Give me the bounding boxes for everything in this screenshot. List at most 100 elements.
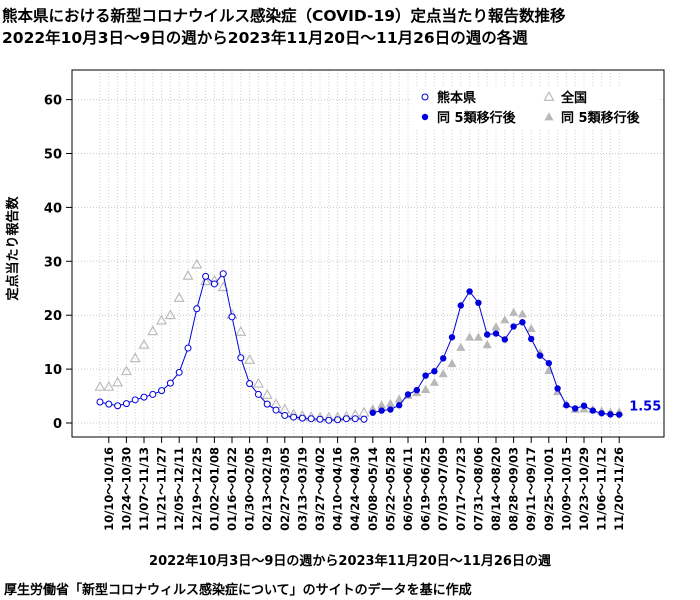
x-tick-label: 04/24～04/30 xyxy=(348,447,362,531)
x-tick-label: 02/27～03/05 xyxy=(278,447,292,531)
national-pre-point xyxy=(103,380,115,391)
kumamoto-pre-point xyxy=(334,416,342,424)
x-tick-label: 02/13～02/19 xyxy=(260,447,274,531)
national-pre-point xyxy=(235,325,247,336)
kumamoto-post-point xyxy=(369,409,376,416)
x-tick-label: 12/05～12/11 xyxy=(172,447,186,531)
national-pre-point xyxy=(94,380,106,391)
kumamoto-post-point xyxy=(607,411,614,418)
kumamoto-pre-point xyxy=(254,390,262,398)
kumamoto-post-point xyxy=(528,335,535,343)
x-tick-label: 08/28～09/03 xyxy=(507,447,521,531)
kumamoto-pre-point xyxy=(166,379,174,387)
legend: 熊本県 全国同 5類移行後 同 5類移行後 xyxy=(410,86,660,128)
kumamoto-pre-point xyxy=(263,400,271,408)
kumamoto-post-point xyxy=(457,302,464,309)
national-pre-point xyxy=(138,338,150,349)
kumamoto-pre-point xyxy=(290,413,298,421)
national-post-point xyxy=(456,342,466,351)
kumamoto-pre-point xyxy=(237,354,245,362)
kumamoto-pre-point xyxy=(202,272,210,280)
kumamoto-pre-point xyxy=(114,402,122,410)
kumamoto-post-point xyxy=(580,402,588,409)
kumamoto-pre-point xyxy=(272,406,280,414)
x-tick-label: 01/30～02/05 xyxy=(243,447,257,531)
national-pre-point xyxy=(156,314,168,325)
kumamoto-pre-point xyxy=(175,368,183,376)
y-tick-label: 60 xyxy=(44,94,62,109)
kumamoto-post-point xyxy=(387,406,394,413)
legend-box xyxy=(410,86,660,128)
national-pre-point xyxy=(200,275,212,286)
national-pre-point xyxy=(164,309,176,320)
x-tick-label: 03/13～03/19 xyxy=(295,447,309,531)
chart-subtitle: 2022年10月3日～9日の週から2023年11月20日～11月26日の週の各週 xyxy=(2,29,528,47)
y-tick-label: 30 xyxy=(44,255,62,270)
kumamoto-post-point xyxy=(404,391,412,398)
national-post-point xyxy=(368,404,378,413)
x-tick-label: 12/19～12/25 xyxy=(190,447,204,531)
kumamoto-post-point xyxy=(440,355,447,362)
x-tick-label: 07/03～07/09 xyxy=(436,447,450,531)
kumamoto-pre-point xyxy=(228,313,236,321)
kumamoto-pre-point xyxy=(351,415,359,423)
national-post-point xyxy=(473,332,483,341)
x-tick-label: 09/11～09/17 xyxy=(524,447,538,531)
national-pre-point xyxy=(191,258,203,269)
legend-kumamoto-post-marker xyxy=(421,113,429,121)
national-post-point xyxy=(500,315,510,324)
x-tick-label: 10/09～10/15 xyxy=(559,447,573,531)
national-post-point xyxy=(526,323,536,333)
national-post-point xyxy=(429,377,439,386)
x-tick-label: 11/06～11/12 xyxy=(595,447,609,531)
kumamoto-pre-point xyxy=(184,344,192,352)
x-tick-label: 04/10～04/16 xyxy=(331,447,345,531)
legend-kumamoto-label: 熊本県 xyxy=(437,90,476,106)
x-tick-label: 10/24～10/30 xyxy=(119,447,133,531)
grid xyxy=(72,70,664,437)
kumamoto-post-point xyxy=(501,336,508,343)
x-tick-label: 01/02～01/08 xyxy=(207,447,221,531)
national-post-point xyxy=(509,307,519,316)
kumamoto-post-point xyxy=(378,407,385,414)
kumamoto-pre-point xyxy=(158,387,166,395)
x-tick-label: 07/17～07/23 xyxy=(454,447,468,531)
axes: 0 10 20 30 40 50 60 10/10～10/16 10/24～10/30 11/07… xyxy=(44,94,626,531)
national-post-point xyxy=(465,332,475,341)
kumamoto-pre-point xyxy=(281,411,289,419)
x-tick-label: 06/19～06/25 xyxy=(419,447,433,531)
kumamoto-post-point xyxy=(396,402,403,409)
national-pre-point xyxy=(147,325,159,336)
x-tick-label: 08/14～08/20 xyxy=(489,447,503,531)
legend-national-post-label: 同 5類移行後 xyxy=(561,110,641,126)
x-tick-label: 11/21～11/27 xyxy=(155,447,169,531)
x-tick-label: 11/20～11/26 xyxy=(612,447,626,531)
kumamoto-pre-point xyxy=(193,305,201,313)
kumamoto-pre-point xyxy=(307,415,315,423)
kumamoto-post-point xyxy=(475,299,482,307)
kumamoto-post-point xyxy=(492,330,500,337)
chart-title: 熊本県における新型コロナウイルス感染症（COVID-19）定点当たり報告数推移 xyxy=(2,7,566,25)
kumamoto-pre-point xyxy=(105,400,113,408)
y-tick-label: 10 xyxy=(44,363,62,378)
kumamoto-pre-point xyxy=(140,393,148,401)
national-post-point xyxy=(438,369,448,378)
x-tick-label: 10/10～10/16 xyxy=(102,447,116,531)
kumamoto-pre-point xyxy=(219,270,227,278)
kumamoto-post-point xyxy=(510,323,517,330)
kumamoto-post-point xyxy=(598,410,605,417)
x-tick-label: 10/23～10/29 xyxy=(577,447,591,531)
legend-national-marker xyxy=(543,91,555,101)
x-tick-label: 03/27～04/02 xyxy=(313,447,327,531)
national-post-point xyxy=(491,322,501,331)
plot-frame xyxy=(71,69,665,438)
kumamoto-pre-point xyxy=(316,415,324,423)
national-pre-point xyxy=(261,389,273,399)
y-tick-label: 20 xyxy=(44,309,62,324)
national-post-point xyxy=(385,398,395,407)
national-pre-point xyxy=(173,292,185,302)
national-post-point xyxy=(377,400,387,409)
national-post-point xyxy=(482,340,492,349)
legend-kumamoto-marker xyxy=(421,93,429,101)
